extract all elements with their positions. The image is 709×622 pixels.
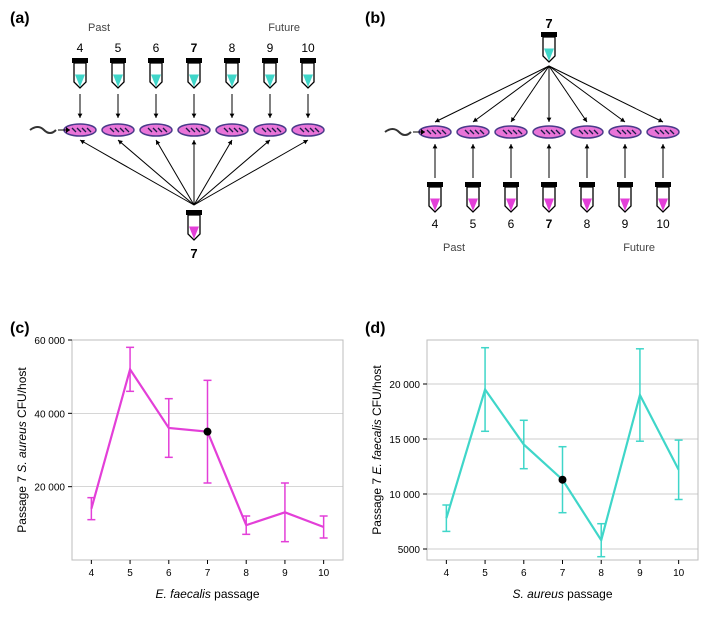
svg-text:S. aureus passage: S. aureus passage (512, 587, 612, 601)
svg-text:5: 5 (115, 41, 122, 55)
svg-text:Present: Present (172, 20, 216, 34)
svg-text:8: 8 (598, 568, 604, 579)
svg-text:60 000: 60 000 (34, 336, 65, 347)
svg-text:7: 7 (546, 217, 553, 231)
svg-text:15 000: 15 000 (389, 435, 420, 446)
svg-text:4: 4 (77, 41, 84, 55)
svg-text:5: 5 (127, 568, 133, 579)
svg-text:10 000: 10 000 (389, 490, 420, 501)
svg-text:10: 10 (673, 568, 685, 579)
svg-text:Future: Future (268, 22, 300, 34)
svg-text:E. faecalis passage: E. faecalis passage (155, 587, 259, 601)
diagram-a: Past Present Future 4 5 6 7 8 9 10 7 (10, 10, 355, 310)
diagram-b: 7 4 5 6 7 8 9 10 Past Present Future (365, 10, 709, 310)
svg-text:7: 7 (191, 41, 198, 55)
svg-text:10: 10 (318, 568, 330, 579)
panel-a: (a) Past Present Future 4 5 6 7 8 9 10 7 (10, 10, 355, 310)
svg-text:4: 4 (444, 568, 450, 579)
panel-b: (b) 7 4 5 6 7 8 9 10 Past Present Future (365, 10, 709, 310)
svg-text:8: 8 (584, 217, 591, 231)
svg-text:7: 7 (545, 16, 552, 31)
svg-text:4: 4 (89, 568, 95, 579)
svg-text:20 000: 20 000 (34, 483, 65, 494)
panel-c-label: (c) (10, 320, 30, 338)
svg-text:6: 6 (153, 41, 160, 55)
svg-text:20 000: 20 000 (389, 380, 420, 391)
svg-text:9: 9 (267, 41, 274, 55)
svg-text:5: 5 (470, 217, 477, 231)
svg-text:Passage 7 S. aureus CFU/host: Passage 7 S. aureus CFU/host (15, 367, 29, 533)
svg-text:5: 5 (482, 568, 488, 579)
panel-b-label: (b) (365, 10, 385, 28)
svg-text:6: 6 (521, 568, 527, 579)
svg-text:9: 9 (282, 568, 288, 579)
chart-d: 5000 10 000 15 000 20 000 4 5 6 7 8 9 10 S. aureus … (365, 320, 709, 610)
svg-text:8: 8 (243, 568, 249, 579)
panel-d-label: (d) (365, 320, 385, 338)
svg-text:6: 6 (166, 568, 172, 579)
panel-a-label: (a) (10, 10, 30, 28)
svg-text:Future: Future (623, 242, 655, 254)
svg-text:5000: 5000 (398, 545, 421, 556)
panel-d: (d) 5000 10 000 15 000 20 000 4 5 6 7 8 9 10 S. aur… (365, 320, 709, 610)
svg-text:7: 7 (190, 246, 197, 261)
svg-text:4: 4 (432, 217, 439, 231)
panel-c: (c) 20 000 40 000 60 000 4 5 6 7 8 9 10 E. faecali… (10, 320, 355, 610)
svg-text:8: 8 (229, 41, 236, 55)
svg-text:Past: Past (88, 22, 110, 34)
svg-text:40 000: 40 000 (34, 409, 65, 420)
svg-text:10: 10 (656, 217, 670, 231)
svg-text:9: 9 (637, 568, 643, 579)
svg-text:7: 7 (560, 568, 566, 579)
svg-text:9: 9 (622, 217, 629, 231)
figure-grid: (a) Past Present Future 4 5 6 7 8 9 10 7 (b) 7 4 5 6 7… (10, 10, 699, 610)
chart-c: 20 000 40 000 60 000 4 5 6 7 8 9 10 E. faecalis pa… (10, 320, 355, 610)
svg-text:10: 10 (301, 41, 315, 55)
svg-text:Passage 7 E. faecalis CFU/host: Passage 7 E. faecalis CFU/host (370, 365, 384, 535)
svg-text:Present: Present (527, 240, 571, 254)
svg-text:Past: Past (443, 242, 465, 254)
svg-text:6: 6 (508, 217, 515, 231)
svg-text:7: 7 (205, 568, 211, 579)
